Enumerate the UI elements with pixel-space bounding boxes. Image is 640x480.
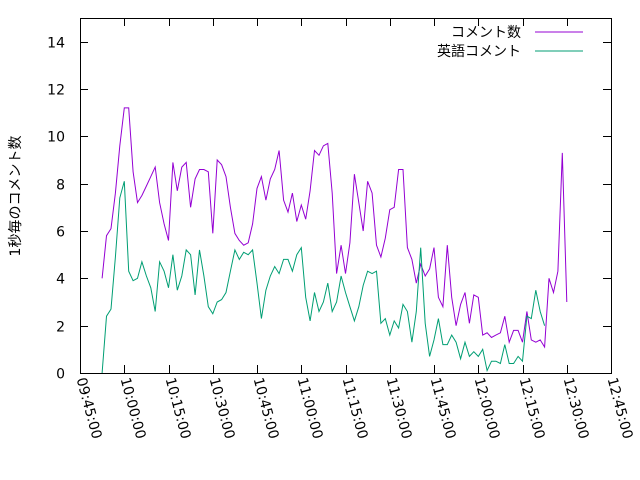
x-tick-label: 10:45:00 xyxy=(250,376,282,441)
x-tick-label: 09:45:00 xyxy=(73,376,105,441)
x-tick-label: 11:15:00 xyxy=(339,376,371,441)
y-tick-label: 14 xyxy=(47,36,65,52)
x-tick-label: 10:30:00 xyxy=(206,376,238,441)
plot-frame xyxy=(80,18,612,374)
y-tick-label: 8 xyxy=(56,178,65,194)
x-tick-label: 10:15:00 xyxy=(162,376,194,441)
y-tick-label: 10 xyxy=(47,130,65,146)
legend-label: 英語コメント xyxy=(437,43,521,60)
x-tick-label: 12:00:00 xyxy=(471,376,503,441)
x-tick-label: 11:30:00 xyxy=(383,376,415,441)
x-axis: 09:45:00 10:00:00 10:15:00 10:30:00 10:45:00… xyxy=(73,18,636,441)
y-axis-label: 1秒毎のコメント数 xyxy=(8,136,24,257)
x-tick-label: 12:15:00 xyxy=(516,376,548,441)
y-tick-label: 12 xyxy=(47,83,65,99)
series-lines xyxy=(101,107,568,374)
series-line-0 xyxy=(101,107,568,349)
x-tick-label: 11:00:00 xyxy=(294,376,326,441)
y-tick-label: 4 xyxy=(56,272,65,288)
x-tick-label: 12:30:00 xyxy=(560,376,592,441)
y-axis: 0 2 4 6 8 10 12 14 xyxy=(47,36,611,383)
y-tick-label: 6 xyxy=(56,225,65,241)
series-line-1 xyxy=(101,181,546,374)
x-tick-label: 11:45:00 xyxy=(427,376,459,441)
y-tick-label: 0 xyxy=(56,367,65,383)
legend-label: コメント数 xyxy=(451,25,521,41)
x-tick-label: 12:45:00 xyxy=(604,376,636,441)
x-tick-label: 10:00:00 xyxy=(117,376,149,441)
y-tick-label: 2 xyxy=(56,320,65,336)
